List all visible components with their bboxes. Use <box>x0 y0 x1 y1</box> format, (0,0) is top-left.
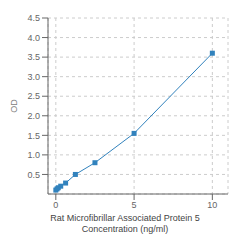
svg-text:10: 10 <box>207 200 217 210</box>
svg-text:2.5: 2.5 <box>27 91 40 101</box>
svg-text:5: 5 <box>132 200 137 210</box>
svg-text:3.5: 3.5 <box>27 52 40 62</box>
svg-text:4.0: 4.0 <box>27 33 40 43</box>
svg-text:1.5: 1.5 <box>27 131 40 141</box>
svg-text:2.0: 2.0 <box>27 111 40 121</box>
svg-text:Rat Microfibrillar Associated: Rat Microfibrillar Associated Protein 5C… <box>50 213 200 234</box>
svg-text:OD: OD <box>9 99 19 113</box>
svg-text:4.5: 4.5 <box>27 13 40 23</box>
svg-text:3.0: 3.0 <box>27 72 40 82</box>
svg-text:0: 0 <box>53 200 58 210</box>
svg-text:0.5: 0.5 <box>27 170 40 180</box>
svg-text:1.0: 1.0 <box>27 150 40 160</box>
